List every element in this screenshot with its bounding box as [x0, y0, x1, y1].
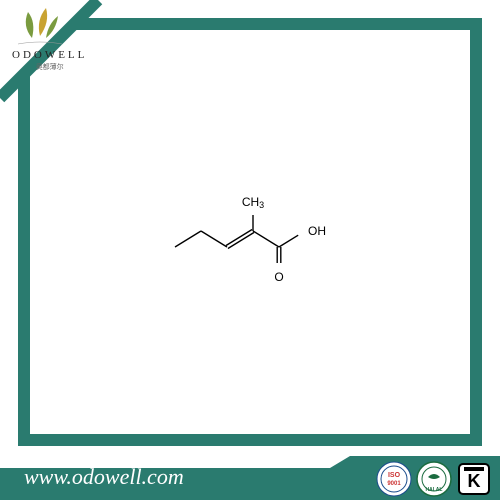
brand-subtitle: 奥都薄尔 [12, 62, 87, 72]
halal-badge: HALAL [416, 461, 452, 497]
brand-logo: ODOWELL 奥都薄尔 [12, 6, 87, 72]
chemical-structure: CH3 OH O [165, 195, 335, 290]
website-url[interactable]: www.odowell.com [24, 464, 184, 490]
svg-text:OH: OH [308, 224, 326, 238]
svg-text:O: O [274, 270, 283, 284]
iso-badge: ISO 9001 [376, 461, 412, 497]
svg-text:K: K [468, 471, 481, 491]
svg-text:ISO: ISO [388, 472, 401, 479]
product-card: ODOWELL 奥都薄尔 CH3 OH O www.odowell.com ISO … [0, 0, 500, 500]
brand-name: ODOWELL [12, 49, 87, 61]
svg-text:CH3: CH3 [242, 195, 264, 210]
kosher-badge: K [456, 461, 492, 497]
certification-badges: ISO 9001 HALAL K [376, 461, 492, 497]
leaf-icon [12, 6, 68, 46]
svg-text:HALAL: HALAL [426, 487, 443, 493]
svg-text:9001: 9001 [387, 481, 401, 487]
